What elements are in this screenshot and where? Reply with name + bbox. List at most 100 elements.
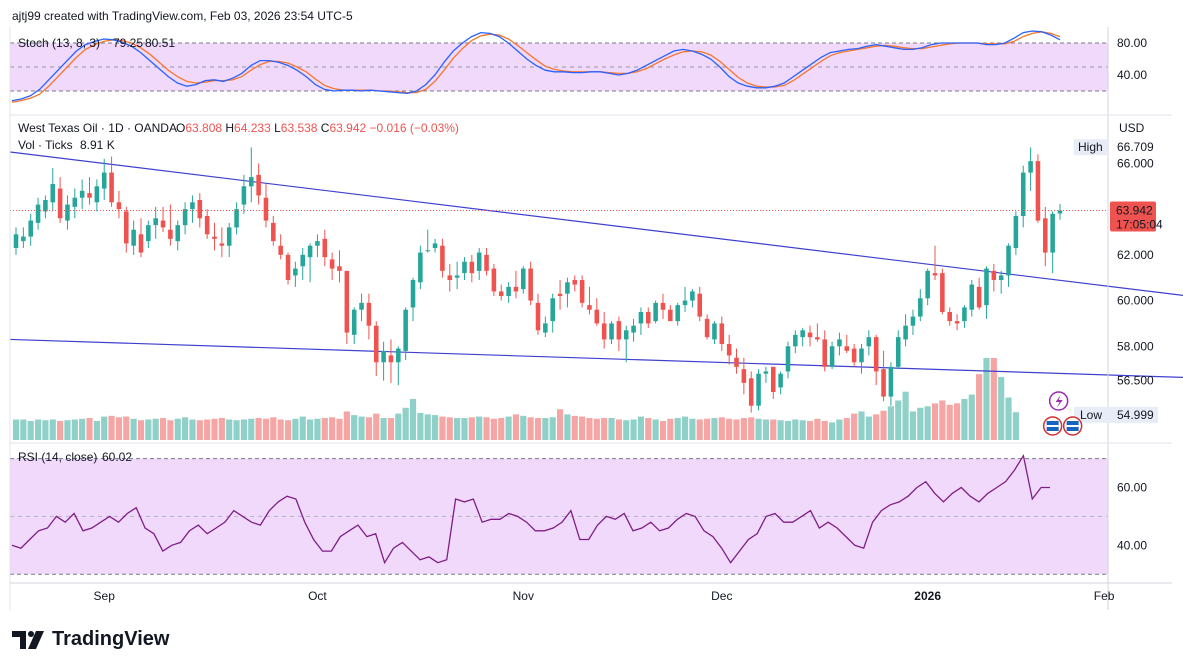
chart-attribution: ajtj99 created with TradingView.com, Feb… [12,9,353,23]
volume-bar [439,416,446,440]
volume-bar [880,410,887,440]
candle-body [587,305,592,310]
volume-bar [571,415,578,440]
chart-canvas[interactable]: 80.0040.0060.0040.0066.00064.00062.00060… [0,0,1183,620]
candle-body [609,323,614,340]
volume-bar [211,418,218,440]
candle-body [447,275,453,280]
volume-bar [512,414,520,440]
candle-body [263,197,269,221]
candle-body [770,366,776,392]
volume-bar [601,418,608,440]
volume-bar [711,418,718,440]
candle-body [337,266,342,271]
volume-bar [887,406,894,440]
ohlc-part: 64.233 [234,121,271,135]
candle-body [271,222,276,242]
candle-body [851,348,857,363]
volume-bar [851,413,858,440]
candle-body [307,245,313,258]
candle-body [131,229,136,246]
stoch-lines [11,30,1061,103]
volume-bar [498,418,505,440]
candle-body [947,312,952,322]
candle-body [748,378,754,406]
candle-body [969,284,975,310]
candle-body [28,220,33,237]
candle-body [557,293,563,296]
candle-body [513,286,519,292]
lower-trendline[interactable] [10,338,1183,378]
candle-body [1013,216,1019,248]
volume-bar [939,400,946,440]
volume-bars [12,358,1019,440]
volume-bar [681,416,689,440]
volume-bar [828,422,836,440]
volume-bar [674,418,681,440]
candle-body [646,312,651,324]
candle-body [153,218,158,226]
time-axis-tick: Feb [1094,589,1115,603]
rsi-band [10,458,1108,575]
currency-button[interactable]: USD [1119,121,1145,135]
volume-bar [534,418,542,440]
volume-bar [329,417,336,440]
candle-body [829,346,835,367]
ohlc-part: O [176,121,185,135]
volume-legend: Vol · Ticks [18,138,73,152]
candle-body [778,373,783,388]
stoch-k-value: 79.25 [113,36,143,50]
volume-bar [79,418,86,440]
price-axis-tick: 56.500 [1117,374,1154,388]
volume-bar [865,416,872,440]
candle-body [579,280,585,303]
ohlc-part: C [317,121,329,135]
candle-body [160,220,166,228]
candle-body [21,236,26,242]
candle-body [910,316,916,326]
candle-body [616,321,622,340]
candle-body [984,268,989,306]
candle-body [329,259,335,269]
candle-body [954,321,960,324]
candlestick-series[interactable] [10,147,1108,413]
candle-body [940,273,945,312]
volume-bar [623,420,630,440]
low-value: 54.999 [1117,408,1154,422]
candle-body [572,280,578,285]
volume-bar [365,417,372,440]
volume-bar [42,420,49,440]
volume-bar [20,419,27,440]
volume-bar [314,418,321,440]
volume-bar [395,413,402,440]
candle-body [1035,161,1041,221]
volume-bar [799,420,806,440]
ohlc-part: −0.016 (−0.03%) [366,121,459,135]
candle-body [322,238,328,258]
candle-body [388,355,394,363]
volume-bar [1005,397,1012,440]
high-value: 66.709 [1117,140,1154,154]
volume-bar [387,418,395,440]
ohlc-part: H [222,121,234,135]
candle-body [682,300,688,306]
volume-bar [152,418,159,440]
volume-bar [976,374,983,440]
volume-bar [57,420,64,440]
volume-bar [652,419,659,440]
main-legend-symbol[interactable]: West Texas Oil · 1D · OANDA [18,121,177,135]
volume-legend-value: 8.91 K [80,138,115,152]
volume-bar [520,415,527,440]
candle-body [72,197,78,207]
volume-bar [704,418,711,440]
upper-trendline[interactable] [10,151,1183,299]
candle-body [668,309,673,322]
lightning-icon [1055,395,1063,408]
rsi-legend-value: 60.02 [102,450,132,464]
candle-body [13,234,19,248]
price-axis-tick: 58.000 [1117,339,1154,353]
candle-body [756,373,761,406]
volume-bar [167,420,174,440]
candle-body [469,261,475,274]
volume-bar [93,420,100,440]
